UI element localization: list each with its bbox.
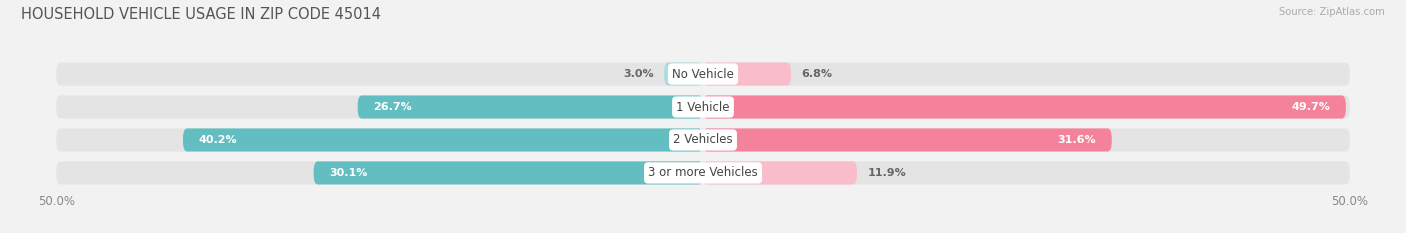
Text: 30.1%: 30.1% [329,168,367,178]
Text: 49.7%: 49.7% [1292,102,1330,112]
Text: 3.0%: 3.0% [623,69,654,79]
Text: No Vehicle: No Vehicle [672,68,734,81]
FancyBboxPatch shape [703,161,856,185]
FancyBboxPatch shape [183,128,703,151]
Text: 31.6%: 31.6% [1057,135,1097,145]
Text: HOUSEHOLD VEHICLE USAGE IN ZIP CODE 45014: HOUSEHOLD VEHICLE USAGE IN ZIP CODE 4501… [21,7,381,22]
Text: 3 or more Vehicles: 3 or more Vehicles [648,166,758,179]
FancyBboxPatch shape [703,128,1112,151]
Text: 6.8%: 6.8% [801,69,832,79]
FancyBboxPatch shape [357,96,703,119]
FancyBboxPatch shape [664,62,703,86]
Text: 40.2%: 40.2% [198,135,238,145]
Text: 26.7%: 26.7% [373,102,412,112]
FancyBboxPatch shape [56,62,1350,86]
Text: 11.9%: 11.9% [868,168,905,178]
Text: 1 Vehicle: 1 Vehicle [676,100,730,113]
FancyBboxPatch shape [56,96,1350,119]
Text: 2 Vehicles: 2 Vehicles [673,134,733,147]
FancyBboxPatch shape [56,128,1350,151]
Text: Source: ZipAtlas.com: Source: ZipAtlas.com [1279,7,1385,17]
FancyBboxPatch shape [703,96,1346,119]
FancyBboxPatch shape [56,161,1350,185]
FancyBboxPatch shape [703,62,792,86]
FancyBboxPatch shape [314,161,703,185]
